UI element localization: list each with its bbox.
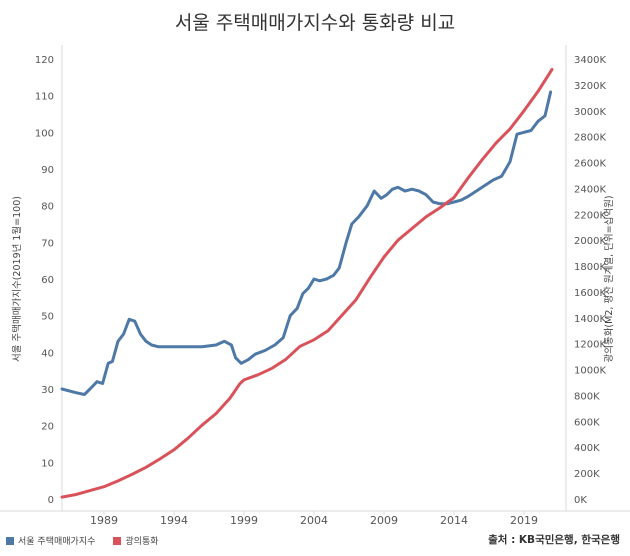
left-tick-label: 0 [48, 495, 54, 506]
y-left-axis-title: 서울 주택매매가지수(2019년 1월=100) [11, 196, 23, 362]
legend-swatch-m2 [113, 536, 122, 545]
left-tick-label: 20 [41, 422, 54, 433]
legend-item-index: 서울 주택매매가지수 [6, 534, 95, 547]
right-tick-label: 1400K [574, 314, 606, 325]
left-tick-label: 60 [41, 275, 54, 286]
left-tick-label: 80 [41, 202, 54, 213]
left-tick-label: 70 [41, 238, 54, 249]
left-tick-label: 10 [41, 458, 54, 469]
source-note: 출처 : KB국민은행, 한국은행 [488, 534, 620, 546]
y-right-axis-title: 광의통화(M2, 평잔 원계열, 단위=십억원) [603, 195, 615, 362]
x-tick-label: 1999 [230, 514, 258, 527]
right-tick-label: 3400K [574, 55, 606, 66]
x-tick-label: 2014 [440, 514, 468, 527]
right-tick-label: 2600K [574, 159, 606, 170]
legend-label-index: 서울 주택매매가지수 [18, 537, 96, 547]
legend-label-m2: 광의통화 [125, 537, 159, 547]
series-line-m2 [60, 67, 554, 499]
left-tick-label: 30 [41, 385, 54, 396]
left-tick-label: 40 [41, 348, 54, 359]
right-tick-label: 1600K [574, 288, 606, 299]
right-tick-label: 2400K [574, 184, 606, 195]
right-tick-label: 400K [574, 443, 600, 454]
right-tick-label: 2800K [574, 133, 606, 144]
x-tick-label: 2004 [300, 514, 328, 527]
x-tick-label: 2019 [510, 514, 538, 527]
legend-swatch-index [6, 536, 14, 545]
left-tick-label: 50 [41, 312, 54, 323]
chart-title: 서울 주택매매가지수와 통화량 비교 [174, 12, 456, 34]
left-tick-label: 90 [41, 165, 54, 176]
x-tick-label: 2009 [370, 514, 398, 527]
x-tick-label: 1989 [90, 514, 118, 527]
series-line-house-price-index [60, 90, 553, 396]
legend: 서울 주택매매가지수 광의통화 [6, 534, 159, 547]
legend-item-m2: 광의통화 [113, 534, 159, 547]
left-tick-label: 110 [35, 92, 54, 103]
right-tick-label: 2000K [574, 236, 606, 247]
right-tick-label: 600K [574, 417, 600, 428]
x-tick-label: 1994 [160, 514, 188, 527]
right-tick-label: 200K [574, 469, 600, 480]
right-tick-label: 3000K [574, 107, 606, 118]
right-tick-label: 3200K [574, 81, 606, 92]
left-tick-label: 100 [35, 128, 54, 139]
right-tick-label: 800K [574, 391, 600, 402]
right-tick-label: 1800K [574, 262, 606, 273]
right-tick-label: 0K [574, 495, 587, 506]
right-tick-label: 2200K [574, 210, 606, 221]
right-tick-label: 1200K [574, 340, 606, 351]
right-tick-label: 1000K [574, 366, 606, 377]
left-tick-label: 120 [35, 55, 54, 66]
